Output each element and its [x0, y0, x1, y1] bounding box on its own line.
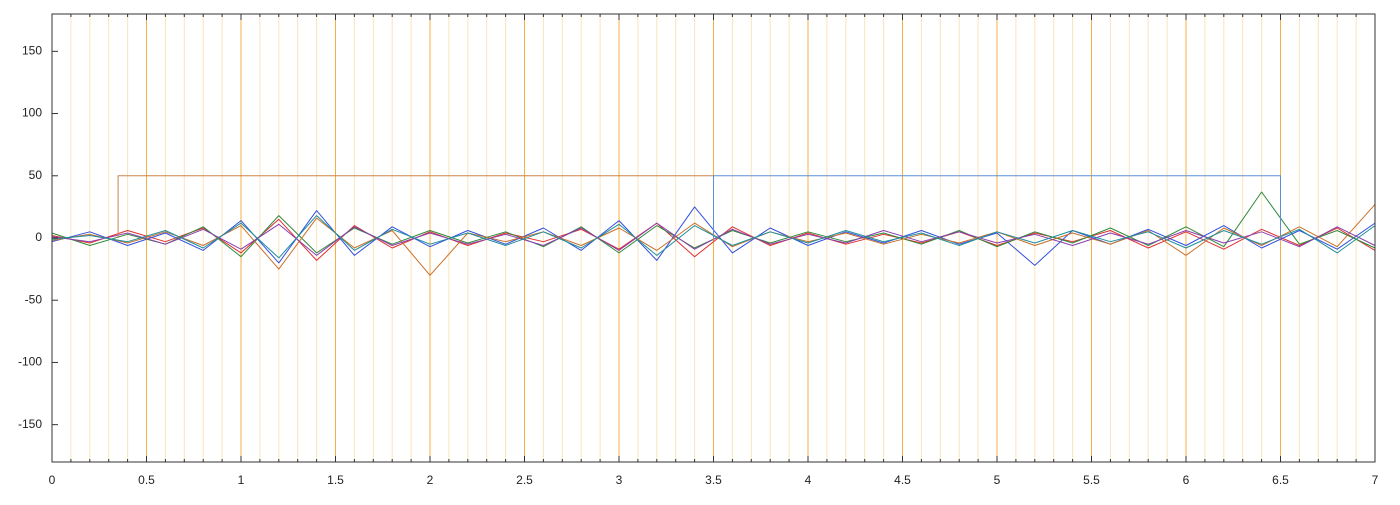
y-tick-label: 0 — [35, 230, 42, 244]
x-tick-label: 4 — [805, 473, 812, 487]
x-tick-label: 3 — [616, 473, 623, 487]
x-tick-label: 6 — [1183, 473, 1190, 487]
x-tick-label: 1.5 — [327, 473, 344, 487]
trace — [713, 175, 1281, 238]
x-tick-label: 7 — [1372, 473, 1379, 487]
x-tick-label: 0.5 — [138, 473, 155, 487]
y-tick-label: -50 — [25, 292, 43, 306]
x-tick-label: 6.5 — [1272, 473, 1289, 487]
y-tick-label: -100 — [18, 355, 42, 369]
x-tick-label: 1 — [238, 473, 245, 487]
trace — [51, 218, 1376, 261]
y-tick-label: 50 — [29, 168, 43, 182]
traces — [51, 175, 1376, 276]
y-tick-label: 150 — [22, 44, 42, 58]
y-tick-label: -150 — [18, 417, 42, 431]
y-tick-label: 100 — [22, 106, 42, 120]
x-tick-label: 2.5 — [516, 473, 533, 487]
grid — [51, 14, 1376, 462]
x-tick-label: 5 — [994, 473, 1001, 487]
x-tick-label: 2 — [427, 473, 434, 487]
x-tick-label: 3.5 — [705, 473, 722, 487]
x-tick-label: 0 — [49, 473, 56, 487]
x-tick-label: 5.5 — [1083, 473, 1100, 487]
x-tick-label: 4.5 — [894, 473, 911, 487]
